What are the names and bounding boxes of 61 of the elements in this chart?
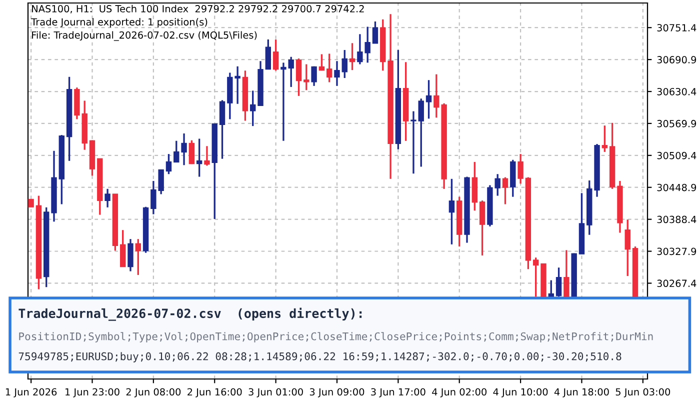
candlestick: [418, 98, 424, 168]
candlestick: [250, 90, 256, 127]
x-tick-label: 4 Jun 10:00: [493, 388, 548, 398]
candlestick: [304, 63, 310, 91]
x-tick-label: 3 Jun 09:00: [310, 388, 364, 398]
candlestick: [196, 138, 202, 178]
candlestick: [311, 66, 317, 87]
y-tick-label: 30509.4: [657, 152, 696, 160]
candlestick: [532, 256, 539, 298]
x-tick-label: 1 Jun 2026: [6, 388, 57, 398]
candlestick: [318, 53, 325, 72]
candlestick: [128, 238, 134, 272]
candlestick: [272, 38, 279, 72]
candlestick: [204, 145, 210, 166]
x-tick-label: 5 Jun 03:00: [616, 388, 670, 398]
candlestick: [104, 188, 110, 208]
candlestick: [174, 140, 180, 163]
annotation: 75949785;EURUSD;buy;0.10;06.22 08:28;1.14589;06.22 16:59;1.14287;-302.0;-0.70;0.00;-30.20;510.8: [18, 352, 622, 362]
candlestick: [135, 238, 141, 276]
x-tick-label: 1 Jun 23:00: [66, 388, 120, 398]
candlestick: [166, 153, 172, 175]
y-tick-label: 30267.4: [657, 280, 696, 288]
x-tick-label: 3 Jun 17:00: [371, 388, 426, 398]
x-tick-label: 4 Jun 18:00: [554, 388, 609, 398]
y-tick-label: 30630.4: [657, 88, 696, 96]
y-tick-label: 30751.4: [657, 24, 696, 32]
candlestick: [624, 218, 630, 277]
x-tick-label: 2 Jun 16:00: [188, 388, 242, 398]
y-tick-label: 30388.4: [657, 216, 696, 224]
candlestick: [556, 266, 562, 298]
candlestick: [120, 229, 126, 268]
x-tick-label: 3 Jun 01:00: [248, 388, 303, 398]
candlestick: [518, 153, 524, 184]
y-tick-label: 30569.9: [657, 120, 696, 128]
candlestick: [349, 42, 356, 71]
x-tick-label: 4 Jun 02:00: [432, 388, 486, 398]
chart-title: NAS100, H1: US Tech 100 Index 29792.2 29792.2 29700.7 29742.2: [32, 4, 364, 14]
candlestick: [564, 249, 570, 298]
y-tick-label: 30690.9: [657, 56, 696, 64]
annotation: File: TradeJournal_2026-07-02.csv (MQL5\Files): [32, 31, 257, 41]
x-tick-label: 2 Jun 08:00: [126, 388, 181, 398]
candlestick: [219, 99, 226, 160]
candlestick: [479, 200, 486, 256]
y-tick-label: 30448.9: [657, 184, 696, 192]
candlestick: [448, 178, 455, 246]
candlestick: [181, 132, 187, 166]
candlestick: [188, 139, 195, 165]
candlestick: [265, 38, 271, 70]
candlestick: [602, 124, 608, 153]
candlestick: [326, 52, 332, 84]
candlestick: [334, 60, 340, 87]
annotation: PositionID;Symbol;Type;Vol;OpenTime;OpenPrice;CloseTime;ClosePrice;Points;Comm;Swap;NetProfit;DurMin: [19, 332, 653, 342]
candlestick: [342, 49, 348, 79]
candlestick: [502, 176, 508, 206]
y-tick-label: 30327.9: [657, 248, 696, 256]
annotation: Trade Journal exported: 1 position(s): [31, 18, 208, 28]
candlestick: [410, 110, 416, 174]
candlestick: [426, 79, 432, 120]
text: TradeJournal_2026-07-02.csv (opens directly):: [18, 308, 362, 321]
candlestick: [296, 58, 302, 97]
candlestick: [372, 20, 378, 44]
